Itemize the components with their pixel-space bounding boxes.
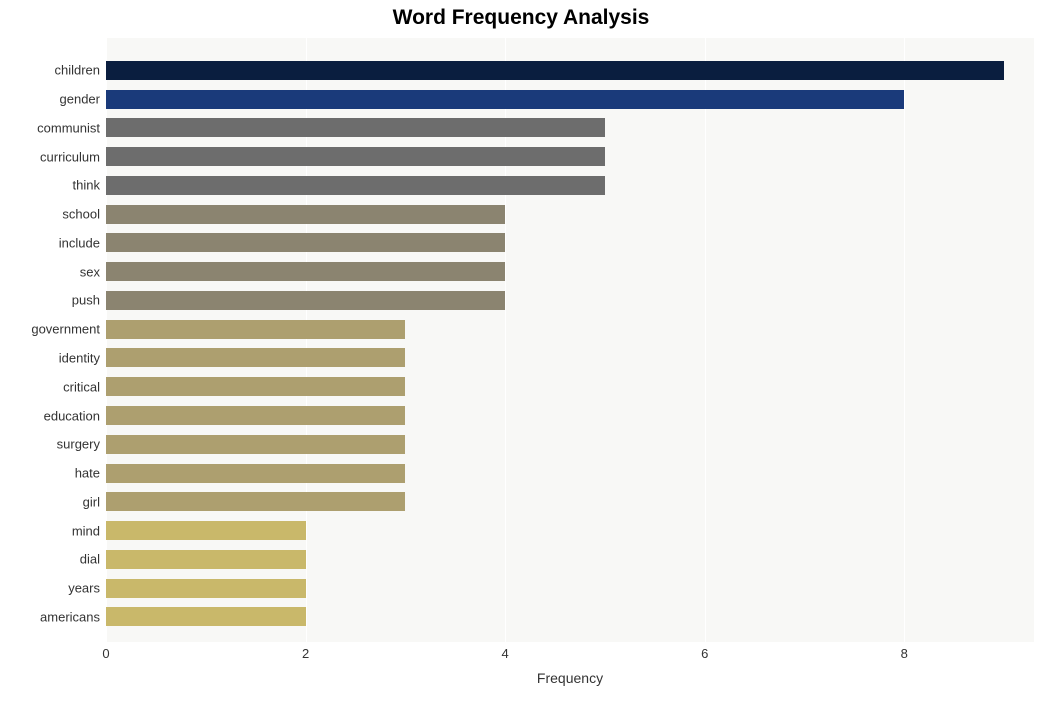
y-tick-label: years [68,581,106,596]
bar [106,464,405,483]
bar [106,176,605,195]
y-tick-label: surgery [57,437,106,452]
y-tick-label: curriculum [40,149,106,164]
bar [106,147,605,166]
x-axis-title: Frequency [537,670,603,686]
grid-line [904,38,905,642]
bar [106,377,405,396]
plot-area: Frequency 02468childrengendercommunistcu… [106,38,1034,642]
grid-line [705,38,706,642]
bar [106,90,904,109]
bar [106,320,405,339]
chart-title: Word Frequency Analysis [0,0,1042,30]
bar [106,406,405,425]
x-tick-label: 8 [901,642,908,661]
bar [106,550,306,569]
word-frequency-chart: Word Frequency Analysis Frequency 02468c… [0,0,1042,701]
bar [106,61,1004,80]
bar [106,607,306,626]
bar [106,492,405,511]
y-tick-label: government [31,322,106,337]
bar [106,118,605,137]
bar [106,521,306,540]
bar [106,233,505,252]
y-tick-label: communist [37,120,106,135]
y-tick-label: americans [40,609,106,624]
y-tick-label: gender [60,92,106,107]
x-tick-label: 6 [701,642,708,661]
y-tick-label: push [72,293,106,308]
y-tick-label: children [54,63,106,78]
bar [106,579,306,598]
bar [106,205,505,224]
y-tick-label: sex [80,264,106,279]
x-tick-label: 2 [302,642,309,661]
y-tick-label: education [44,408,106,423]
x-tick-label: 4 [502,642,509,661]
y-tick-label: mind [72,523,106,538]
y-tick-label: hate [75,466,106,481]
y-tick-label: identity [59,350,106,365]
y-tick-label: think [73,178,106,193]
bar [106,435,405,454]
x-tick-label: 0 [102,642,109,661]
bar [106,348,405,367]
y-tick-label: girl [83,494,106,509]
y-tick-label: school [62,207,106,222]
y-tick-label: critical [63,379,106,394]
bar [106,262,505,281]
y-tick-label: dial [80,552,106,567]
bar [106,291,505,310]
y-tick-label: include [59,235,106,250]
